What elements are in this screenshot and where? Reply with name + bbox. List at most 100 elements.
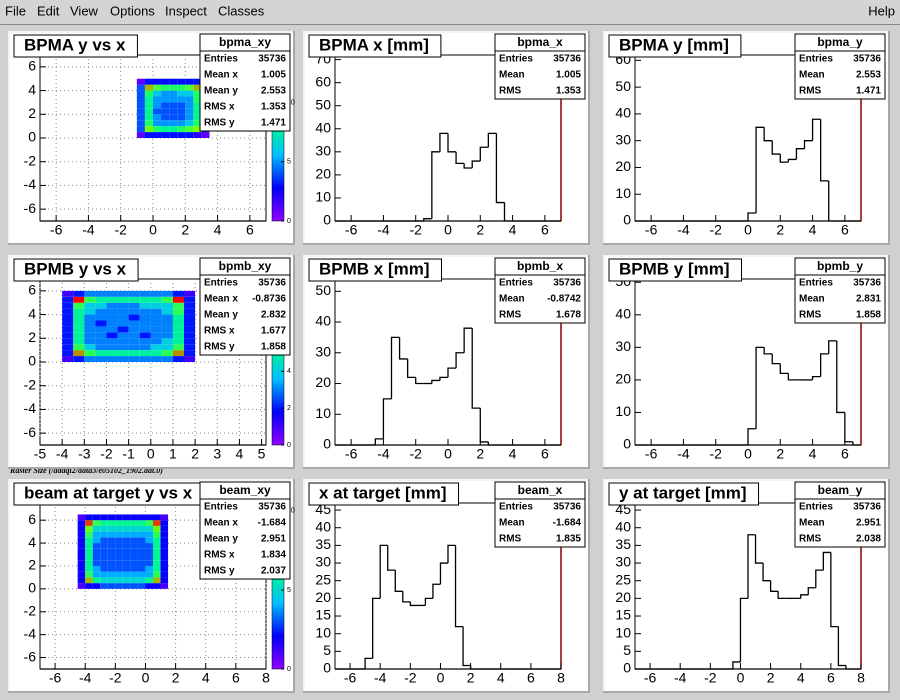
heat-cell [137, 531, 146, 538]
y-tick-label: 0 [623, 436, 631, 452]
heat-cell [130, 560, 138, 566]
heat-cell [115, 514, 123, 521]
heat-cell [107, 583, 116, 589]
heat-cell [137, 537, 146, 544]
heat-cell [122, 560, 131, 566]
heat-cell [85, 514, 93, 521]
x-tick-label: -4 [377, 222, 390, 238]
chart-title: BPMA y vs x [24, 35, 126, 54]
menu-item[interactable]: Edit [37, 3, 60, 18]
heat-cell [172, 344, 185, 351]
y-tick-label: 40 [315, 313, 331, 329]
heat-cell [115, 565, 123, 572]
stats-box [794, 33, 886, 100]
heat-cell [130, 571, 138, 578]
menu-item[interactable]: Classes [218, 3, 265, 18]
menu-item[interactable]: File [5, 3, 26, 18]
heat-cell [85, 531, 93, 538]
menu-help[interactable]: Help [868, 3, 895, 18]
x-tick-label: 6 [827, 670, 835, 686]
histogram-bin [372, 597, 381, 659]
heat-cell [139, 296, 151, 303]
heat-cell [145, 548, 153, 555]
heat-cell [161, 126, 170, 133]
heat-cell [100, 525, 108, 532]
stats-name: bpma_y [817, 35, 863, 49]
histogram-bin [390, 336, 400, 399]
heat-cell [130, 583, 138, 589]
histogram-bin [763, 347, 773, 355]
histogram-bin [439, 562, 448, 585]
histogram-bin [800, 594, 809, 599]
x-tick-label: -2 [409, 446, 422, 462]
chart-title: BPMB x [mm] [319, 259, 430, 278]
heat-cell [100, 520, 108, 526]
chart-title: beam at target y vs x [24, 483, 193, 502]
menu-item[interactable]: Inspect [165, 3, 207, 18]
heat-cell [139, 320, 151, 327]
heat-cell [144, 90, 153, 97]
y-tick-label: 40 [315, 518, 331, 534]
y-tick-label: 20 [315, 374, 331, 390]
z-tick-label: 0 [287, 218, 291, 225]
heat-cell [153, 132, 162, 138]
heat-cell [150, 338, 162, 345]
stats-value: -1.684 [553, 518, 582, 529]
heat-cell [115, 571, 123, 578]
canvas-caption: Raster Size (/adaql2/data3/e05102_1902.d… [9, 466, 163, 475]
stats-label: RMS x [204, 550, 235, 561]
heat-cell [177, 114, 186, 121]
stats-label: RMS [499, 86, 522, 97]
heat-cell [172, 308, 185, 315]
heat-cell [92, 583, 101, 589]
histogram-bin [382, 398, 392, 439]
heat-cell [130, 548, 138, 555]
histogram-bin [479, 146, 489, 162]
stats-box [794, 257, 886, 324]
menu-item[interactable]: View [70, 3, 99, 18]
heat-cell [77, 565, 86, 572]
heat-cell [73, 302, 85, 309]
x-tick-label: 2 [467, 670, 475, 686]
y-tick-label: 2 [28, 557, 36, 573]
x-tick-label: 4 [809, 222, 817, 238]
heat-cell [122, 520, 131, 526]
heat-cell [62, 326, 74, 333]
heat-cell [172, 302, 185, 309]
heat-cell [117, 302, 129, 309]
stats-label: Mean y [204, 86, 238, 97]
heat-cell [193, 96, 202, 103]
heat-cell [153, 560, 161, 566]
heat-cell [107, 543, 116, 549]
heat-cell [128, 320, 140, 327]
heat-cell [160, 531, 169, 538]
x-tick-label: 6 [541, 446, 549, 462]
stats-box [494, 257, 586, 324]
heat-cell [84, 320, 96, 327]
y-tick-label: 20 [315, 589, 331, 605]
heat-cell [136, 126, 145, 133]
heat-cell [153, 583, 161, 589]
heat-cell [115, 537, 123, 544]
heat-cell [107, 548, 116, 555]
heat-cell [137, 548, 146, 555]
heat-cell [77, 531, 86, 538]
heat-cell [95, 326, 107, 333]
y-tick-label: 15 [315, 607, 331, 623]
heat-cell [153, 525, 161, 532]
heat-cell [160, 514, 169, 521]
heat-cell [73, 332, 85, 339]
y-tick-label: -2 [24, 602, 37, 618]
heat-cell [92, 543, 101, 549]
x-tick-label: -6 [645, 222, 658, 238]
stats-label: Mean y [204, 310, 238, 321]
heat-cell [122, 577, 131, 584]
z-tick-label: 0 [287, 442, 291, 449]
heat-cell [137, 571, 146, 578]
heat-cell [122, 537, 131, 544]
heat-cell [84, 302, 96, 309]
histogram-bin [432, 583, 441, 599]
stats-label: Entries [799, 278, 833, 289]
x-tick-label: 4 [236, 446, 244, 462]
menu-item[interactable]: Options [110, 3, 155, 18]
